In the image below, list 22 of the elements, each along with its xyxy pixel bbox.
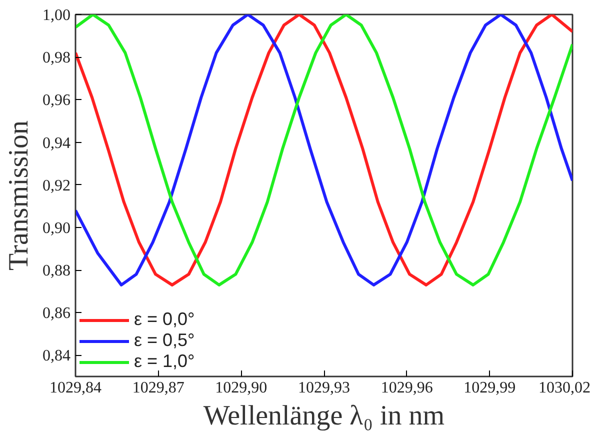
y-tick-label: 0,94	[42, 134, 70, 152]
x-tick-label: 1029,90	[215, 380, 268, 396]
y-tick-label: 0,98	[42, 50, 70, 67]
x-tick-label: 1029,99	[464, 380, 516, 396]
x-tick-label: 1029,93	[298, 380, 350, 396]
legend-label: ε = 0,0°	[134, 309, 195, 330]
legend-label: ε = 0,5°	[134, 330, 195, 351]
y-tick-label: 0,90	[42, 220, 70, 237]
y-tick-label: 1,00	[42, 7, 70, 24]
x-tick-label: 1030,02	[538, 380, 590, 396]
y-axis-title: Transmission	[4, 120, 34, 270]
legend-label: ε = 1,0°	[134, 351, 195, 372]
y-tick-label: 0,92	[42, 177, 70, 194]
y-tick-label: 0,86	[42, 305, 70, 322]
x-tick-label: 1029,96	[380, 380, 433, 396]
y-tick-label: 0,88	[42, 262, 70, 280]
y-tick-label: 0,96	[42, 92, 70, 110]
y-tick-label: 0,84	[42, 348, 70, 365]
x-axis-title: Wellenlänge λ₀ in nm	[203, 400, 445, 432]
x-tick-label: 1029,84	[50, 380, 102, 396]
line-series	[76, 14, 572, 286]
x-tick-label: 1029,87	[132, 380, 184, 396]
